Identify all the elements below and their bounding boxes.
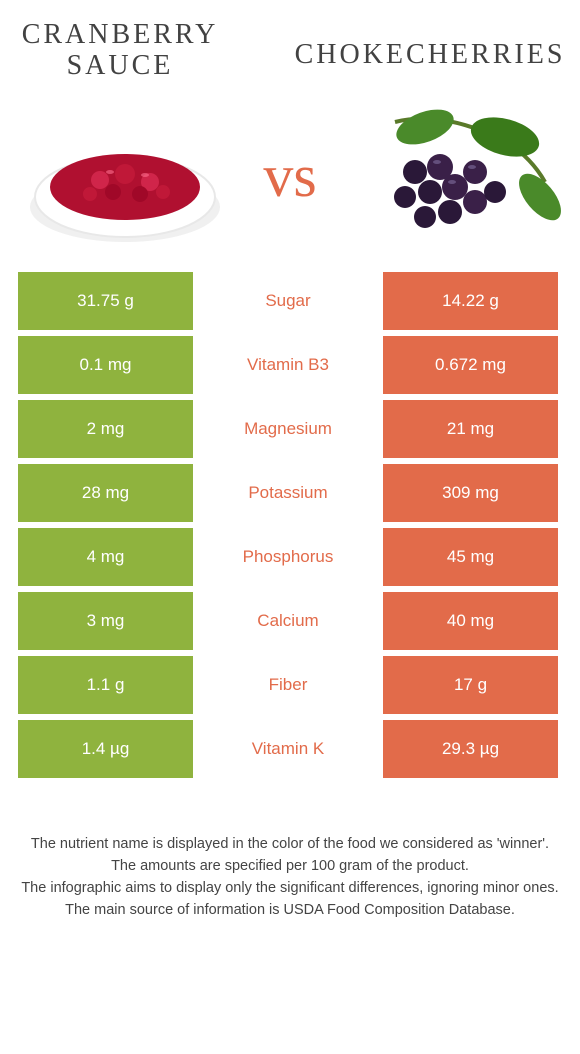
value-right: 21 mg <box>383 400 558 458</box>
nutrient-label: Vitamin K <box>193 720 383 778</box>
nutrient-label: Vitamin B3 <box>193 336 383 394</box>
nutrient-row: 31.75 gSugar14.22 g <box>18 272 562 330</box>
value-left: 0.1 mg <box>18 336 193 394</box>
footer-line: The infographic aims to display only the… <box>20 878 560 898</box>
nutrient-row: 2 mgMagnesium21 mg <box>18 400 562 458</box>
value-right: 0.672 mg <box>383 336 558 394</box>
nutrient-label: Sugar <box>193 272 383 330</box>
nutrient-label: Fiber <box>193 656 383 714</box>
footer-notes: The nutrient name is displayed in the co… <box>0 784 580 943</box>
value-right: 45 mg <box>383 528 558 586</box>
value-left: 1.1 g <box>18 656 193 714</box>
nutrient-row: 3 mgCalcium40 mg <box>18 592 562 650</box>
value-left: 3 mg <box>18 592 193 650</box>
cranberry-sauce-image <box>15 102 235 252</box>
images-row: vs <box>0 92 580 272</box>
header: CRANBERRY SAUCE CHOKECHERRIES <box>0 0 580 92</box>
value-right: 29.3 µg <box>383 720 558 778</box>
value-left: 1.4 µg <box>18 720 193 778</box>
chokecherries-image <box>345 102 565 252</box>
nutrient-label: Magnesium <box>193 400 383 458</box>
footer-line: The amounts are specified per 100 gram o… <box>20 856 560 876</box>
nutrient-label: Calcium <box>193 592 383 650</box>
value-left: 31.75 g <box>18 272 193 330</box>
nutrient-row: 0.1 mgVitamin B30.672 mg <box>18 336 562 394</box>
value-right: 309 mg <box>383 464 558 522</box>
nutrient-row: 4 mgPhosphorus45 mg <box>18 528 562 586</box>
nutrient-table: 31.75 gSugar14.22 g 0.1 mgVitamin B30.672… <box>0 272 580 778</box>
nutrient-label: Phosphorus <box>193 528 383 586</box>
nutrient-row: 1.1 gFiber17 g <box>18 656 562 714</box>
value-right: 14.22 g <box>383 272 558 330</box>
value-right: 17 g <box>383 656 558 714</box>
footer-line: The main source of information is USDA F… <box>20 900 560 920</box>
nutrient-row: 1.4 µgVitamin K29.3 µg <box>18 720 562 778</box>
nutrient-label: Potassium <box>193 464 383 522</box>
footer-line: The nutrient name is displayed in the co… <box>20 834 560 854</box>
nutrient-row: 28 mgPotassium309 mg <box>18 464 562 522</box>
title-right: CHOKECHERRIES <box>290 20 570 82</box>
value-right: 40 mg <box>383 592 558 650</box>
title-left: CRANBERRY SAUCE <box>10 20 230 82</box>
vs-label: vs <box>263 142 316 211</box>
value-left: 28 mg <box>18 464 193 522</box>
value-left: 2 mg <box>18 400 193 458</box>
value-left: 4 mg <box>18 528 193 586</box>
